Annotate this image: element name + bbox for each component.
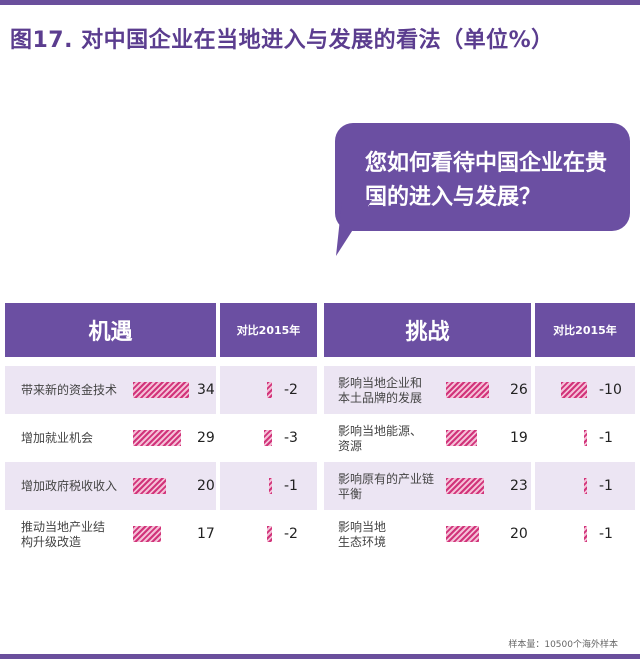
table-row: 影响当地企业和 本土品牌的发展 26 -10 [324,366,635,414]
change-bar [584,430,587,446]
change-cell: -1 [535,462,635,510]
change-label: -2 [284,526,298,542]
value-label: 19 [510,430,528,446]
category-label: 增加就业机会 [21,431,94,445]
panel-header: 机遇 [5,303,216,357]
value-label: 26 [510,382,528,398]
change-cell: -2 [220,366,317,414]
table-row: 推动当地产业结 构升级改造 17 -2 [5,510,317,558]
change-label: -1 [284,478,298,494]
table-row: 增加就业机会 29 -3 [5,414,317,462]
value-bar [133,478,166,494]
value-cell: 影响原有的产业链 平衡 23 [324,462,531,510]
value-cell: 影响当地企业和 本土品牌的发展 26 [324,366,531,414]
value-cell: 推动当地产业结 构升级改造 17 [5,510,216,558]
change-cell: -1 [220,462,317,510]
change-bar [561,382,587,398]
question-bubble: 您如何看待中国企业在贵国的进入与发展？ [335,123,630,231]
bottom-rule [0,654,640,659]
value-cell: 影响当地能源、 资源 19 [324,414,531,462]
change-label: -1 [599,478,613,494]
change-bar [266,526,272,542]
value-bar [446,430,478,446]
top-rule [0,0,640,5]
change-label: -1 [599,526,613,542]
table-row: 影响当地能源、 资源 19 -1 [324,414,635,462]
table-row: 影响当地 生态环境 20 -1 [324,510,635,558]
page-title: 图17. 对中国企业在当地进入与发展的看法（单位%） [10,28,554,53]
value-bar [133,430,181,446]
change-label: -10 [599,382,622,398]
change-bar [266,382,272,398]
value-bar [446,382,489,398]
footnote: 样本量：10500个海外样本 [508,640,618,650]
change-cell: -2 [220,510,317,558]
value-label: 20 [197,478,215,494]
change-label: -3 [284,430,298,446]
value-bar [133,382,190,398]
category-label: 影响当地能源、 资源 [338,424,423,453]
category-label: 影响当地 生态环境 [338,520,387,549]
value-label: 20 [510,526,528,542]
value-label: 34 [197,382,215,398]
table-row: 影响原有的产业链 平衡 23 -1 [324,462,635,510]
change-label: -2 [284,382,298,398]
change-label: -1 [599,430,613,446]
value-cell: 增加就业机会 29 [5,414,216,462]
category-label: 影响原有的产业链 平衡 [338,472,435,501]
value-bar [446,478,484,494]
change-cell: -1 [535,510,635,558]
value-label: 23 [510,478,528,494]
compare-header: 对比2015年 [220,303,317,357]
value-bar [446,526,479,542]
change-cell: -1 [535,414,635,462]
bubble-tail [336,200,372,256]
change-bar [264,430,272,446]
category-label: 推动当地产业结 构升级改造 [21,520,106,549]
change-cell: -10 [535,366,635,414]
value-cell: 影响当地 生态环境 20 [324,510,531,558]
question-text: 您如何看待中国企业在贵国的进入与发展？ [365,151,608,210]
value-bar [133,526,162,542]
change-bar [269,478,272,494]
change-bar [584,526,587,542]
panel-header: 挑战 [324,303,531,357]
change-cell: -3 [220,414,317,462]
value-cell: 增加政府税收收入 20 [5,462,216,510]
compare-header: 对比2015年 [535,303,635,357]
category-label: 影响当地企业和 本土品牌的发展 [338,376,423,405]
value-cell: 带来新的资金技术 34 [5,366,216,414]
change-bar [584,478,587,494]
table-row: 增加政府税收收入 20 -1 [5,462,317,510]
value-label: 17 [197,526,215,542]
value-label: 29 [197,430,215,446]
table-row: 带来新的资金技术 34 -2 [5,366,317,414]
category-label: 带来新的资金技术 [21,383,118,397]
category-label: 增加政府税收收入 [21,479,118,493]
